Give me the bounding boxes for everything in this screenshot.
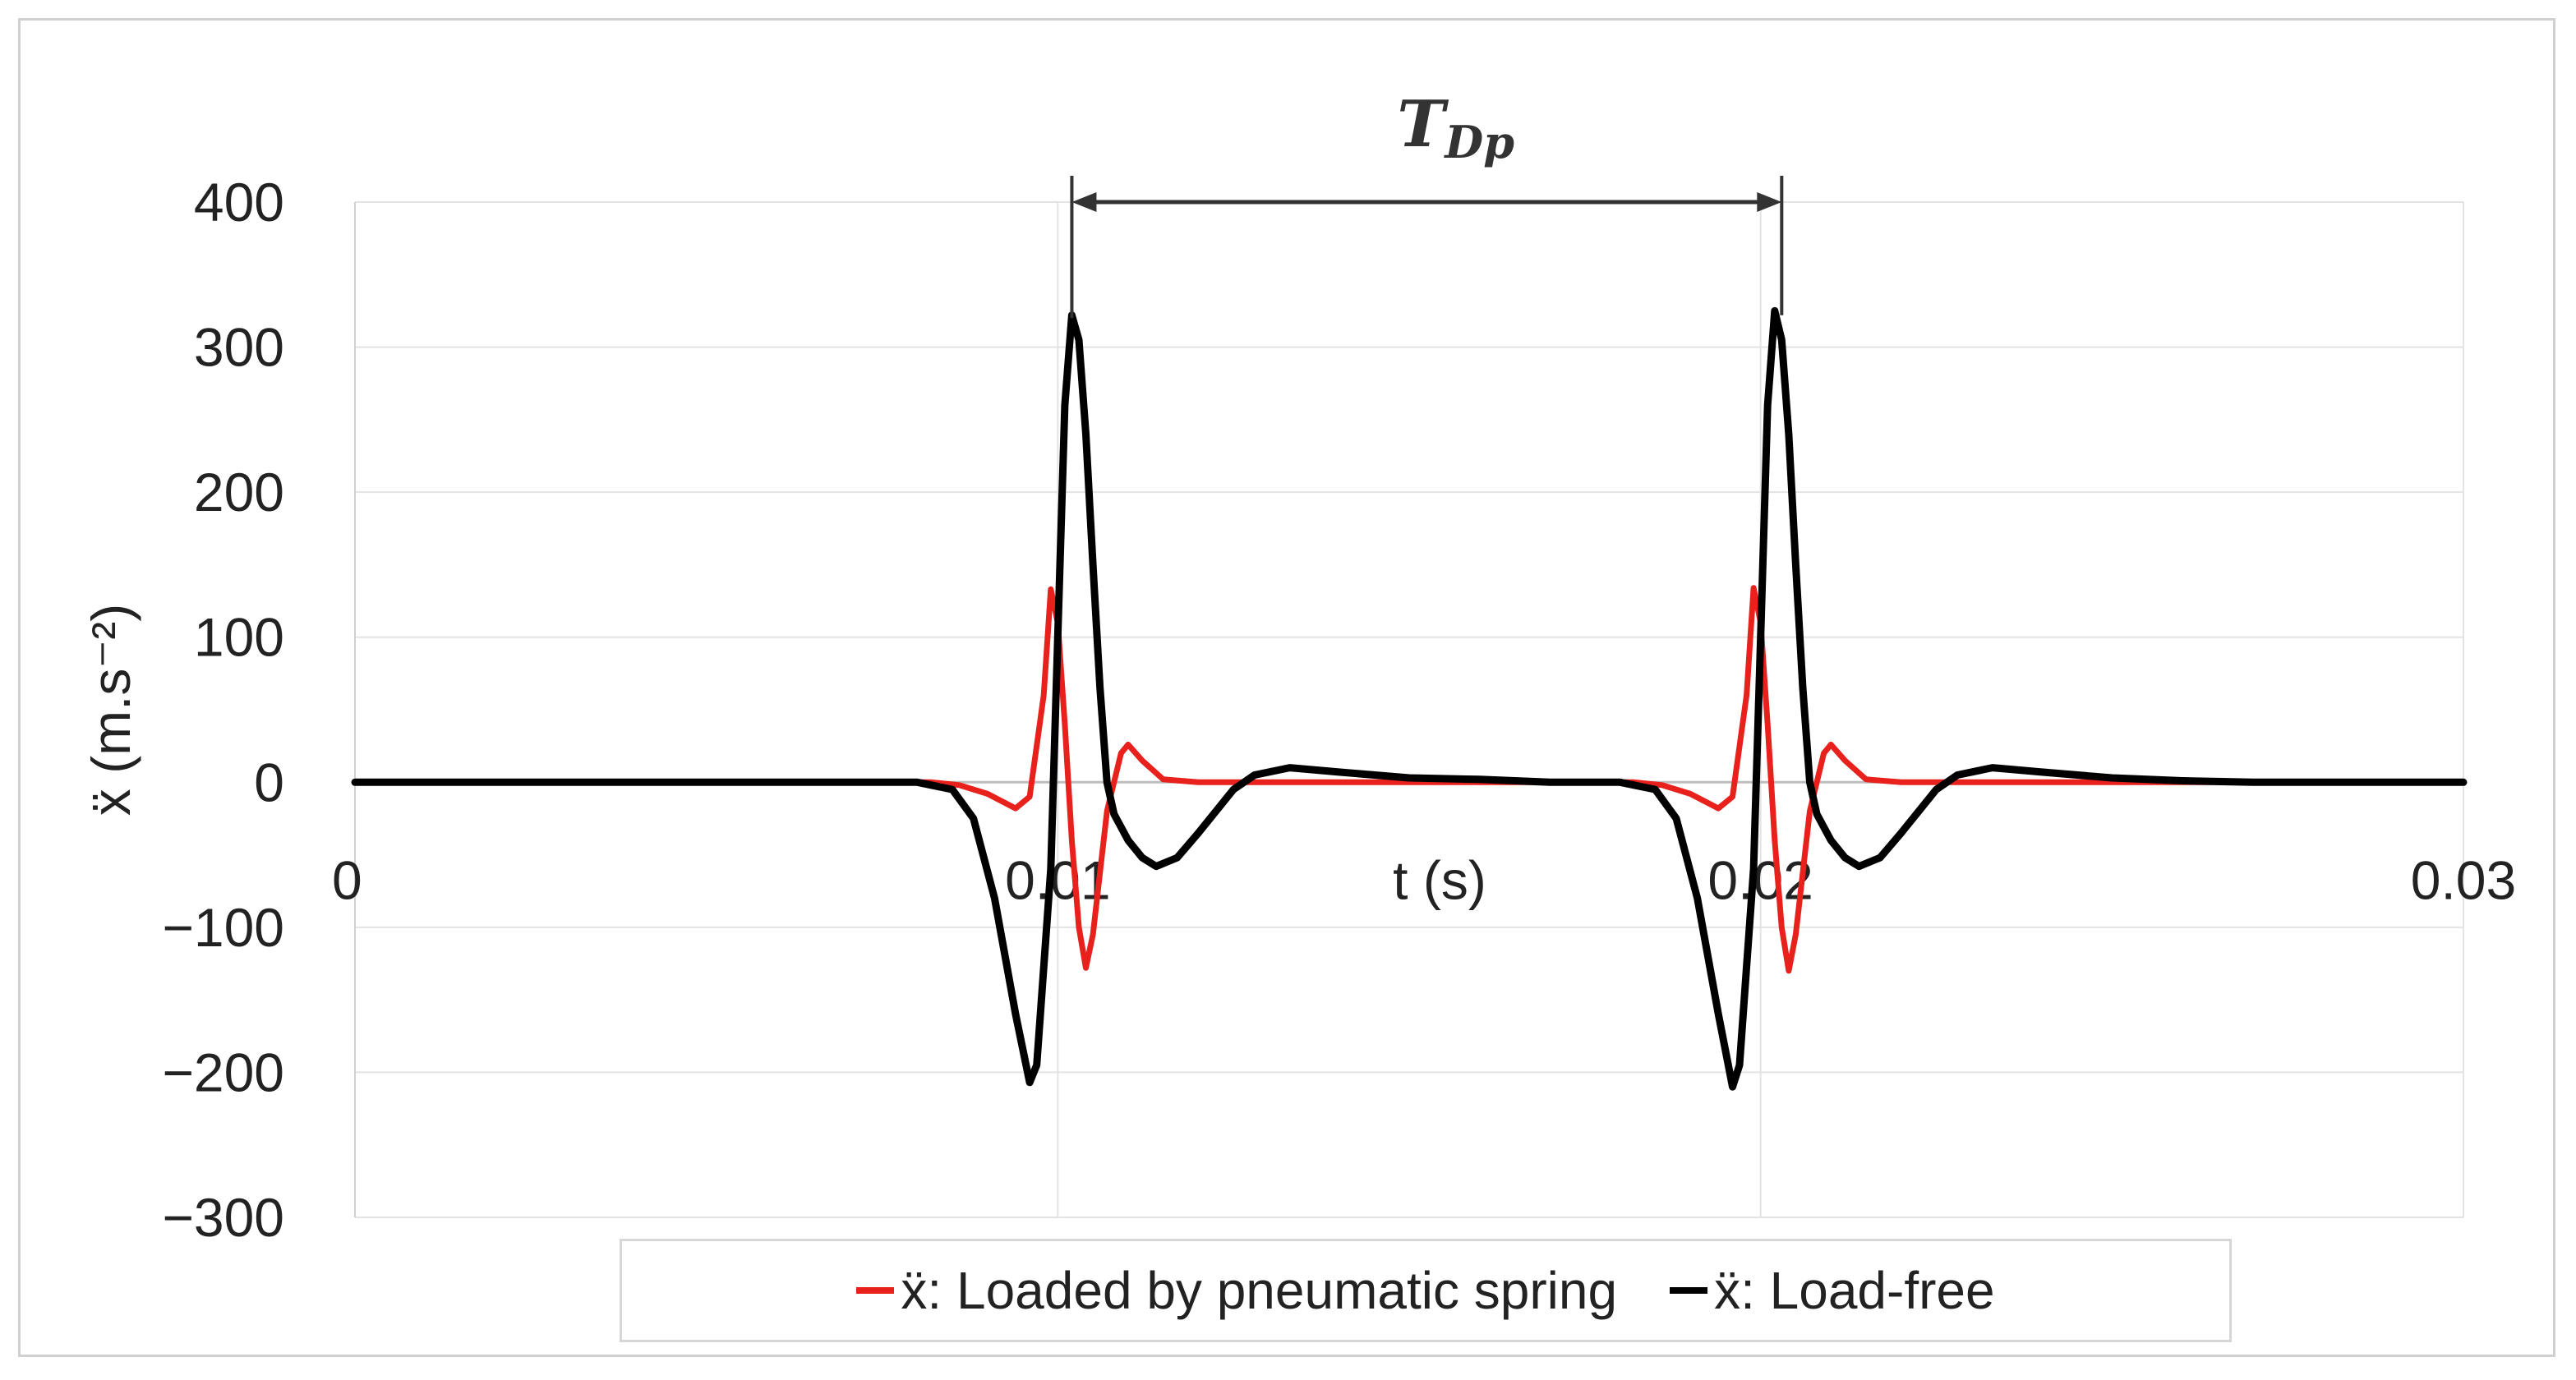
x-axis-label: t (s) [1393,849,1486,910]
x-tick-label: 0 [332,849,362,910]
series-lines [351,306,2468,1091]
y-tick-label: −200 [162,1042,284,1102]
x-tick-label: 0.01 [1005,849,1110,910]
annotation-arrowhead-left [1071,192,1097,212]
legend-item-loaded: ẍ: Loaded by pneumatic spring [856,1260,1617,1321]
annotation-subscript: Dp [1443,116,1514,168]
y-tick-label: 300 [194,317,284,378]
y-axis-label: ẍ (m.s⁻²) [81,604,141,816]
y-tick-label: −100 [162,897,284,958]
legend: ẍ: Loaded by pneumatic spring ẍ: Load-fr… [620,1239,2232,1342]
y-tick-label: −300 [162,1187,284,1248]
annotation-arrowhead-right [1757,192,1782,212]
x-tick-labels: 0 0.01 0.02 0.03 [332,849,2516,910]
chart-frame [18,18,2555,1357]
gridlines [354,201,2464,1218]
legend-item-load-free: ẍ: Load-free [1670,1260,1995,1321]
y-tick-label: 0 [254,752,284,812]
y-tick-label: 200 [194,462,284,522]
y-tick-labels: 400 300 200 100 0 −100 −200 −300 [162,172,284,1248]
period-annotation: TDp [1070,87,1784,319]
legend-swatch-load-free [1670,1287,1708,1294]
series-line-1 [351,306,2468,1091]
x-tick-label: 0.02 [1707,849,1813,910]
annotation-label: TDp [1397,87,1514,168]
y-tick-label: 100 [194,607,284,668]
legend-label-loaded: ẍ: Loaded by pneumatic spring [901,1261,1618,1320]
series-line-0 [352,585,2467,974]
x-tick-label: 0.03 [2411,849,2516,910]
legend-label-load-free: ẍ: Load-free [1714,1261,1995,1320]
legend-swatch-loaded [856,1287,895,1294]
y-tick-label: 400 [194,172,284,232]
